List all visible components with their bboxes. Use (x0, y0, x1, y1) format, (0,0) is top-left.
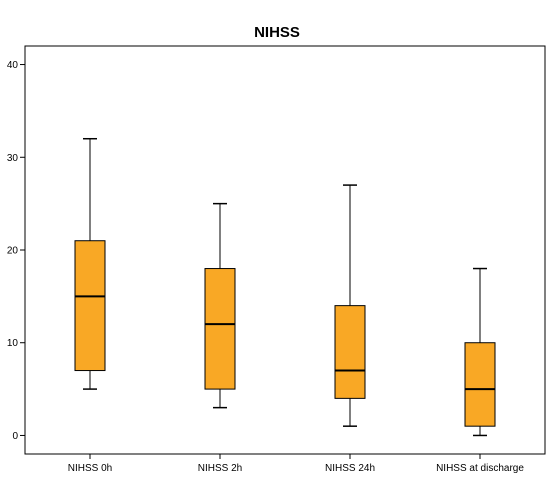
x-tick-label: NIHSS at discharge (436, 463, 524, 474)
x-tick-label: NIHSS 24h (325, 463, 375, 474)
iqr-box (74, 240, 106, 372)
box-4 (464, 267, 496, 437)
box-3 (334, 184, 366, 427)
x-tick-label: NIHSS 0h (68, 463, 112, 474)
x-axis: NIHSS 0h NIHSS 2h NIHSS 24h NIHSS at discha… (68, 454, 524, 474)
y-tick-label: 10 (7, 338, 19, 349)
boxes-group (74, 137, 496, 437)
iqr-box (334, 305, 366, 399)
iqr-box (464, 342, 496, 427)
y-tick-label: 30 (7, 153, 19, 164)
chart-title: NIHSS (254, 24, 300, 41)
y-tick-label: 40 (7, 60, 19, 71)
y-tick-label: 0 (12, 431, 18, 442)
box-1 (74, 137, 106, 390)
x-tick-label: NIHSS 2h (198, 463, 242, 474)
box-2 (204, 202, 236, 409)
y-tick-label: 20 (7, 246, 19, 257)
iqr-box (204, 268, 236, 390)
y-axis: 0 10 20 30 40 (7, 60, 25, 442)
